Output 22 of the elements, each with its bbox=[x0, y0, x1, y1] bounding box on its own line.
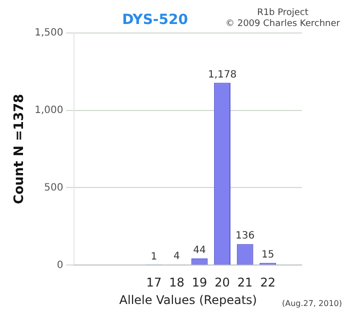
y-tick-label: 500 bbox=[44, 182, 64, 194]
data-label: 1,178 bbox=[208, 69, 237, 80]
text: R1b Project bbox=[256, 8, 310, 19]
y-axis-title: Count N =1378 bbox=[12, 94, 28, 204]
text: (Aug.27, 2010) bbox=[282, 299, 342, 308]
x-tick-label: 20 bbox=[214, 276, 230, 290]
y-tick-label: 1,500 bbox=[34, 27, 64, 38]
data-label: 1 bbox=[150, 252, 158, 263]
text: © 2009 Charles Kerchner bbox=[225, 19, 340, 30]
x-axis-title: Allele Values (Repeats) bbox=[119, 292, 257, 307]
x-tick-label: 19 bbox=[192, 276, 208, 290]
chart-title: DYS-520 bbox=[122, 12, 188, 28]
data-label: 136 bbox=[236, 230, 255, 242]
data-label: 15 bbox=[261, 249, 274, 260]
x-tick-label: 22 bbox=[260, 276, 276, 290]
x-tick-label: 18 bbox=[169, 276, 184, 290]
y-tick-label: 0 bbox=[56, 260, 64, 271]
data-label: 44 bbox=[193, 244, 206, 256]
x-tick-label: 17 bbox=[146, 276, 162, 290]
data-label: 4 bbox=[174, 251, 180, 262]
y-tick-label: 1,000 bbox=[34, 104, 64, 116]
x-tick-label: 21 bbox=[237, 276, 253, 290]
